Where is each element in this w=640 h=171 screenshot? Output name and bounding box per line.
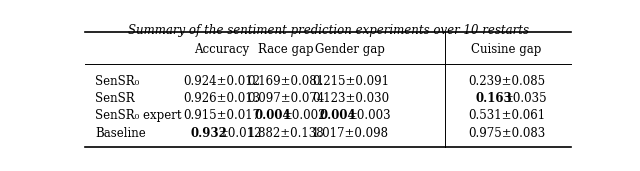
Text: SenSR: SenSR [95, 92, 134, 105]
Text: 1.017±0.098: 1.017±0.098 [312, 127, 389, 140]
Text: 0.924±0.012: 0.924±0.012 [183, 75, 260, 88]
Text: SenSR₀ expert: SenSR₀ expert [95, 109, 181, 122]
Text: SenSR₀: SenSR₀ [95, 75, 139, 88]
Text: Race gap: Race gap [258, 43, 314, 56]
Text: 0.004: 0.004 [255, 109, 291, 122]
Text: ±0.003: ±0.003 [348, 109, 391, 122]
Text: Cuisine gap: Cuisine gap [472, 43, 541, 56]
Text: ±0.002: ±0.002 [283, 109, 326, 122]
Text: Accuracy: Accuracy [194, 43, 249, 56]
Text: 0.097±0.074: 0.097±0.074 [247, 92, 324, 105]
Text: 0.975±0.083: 0.975±0.083 [468, 127, 545, 140]
Text: 0.215±0.091: 0.215±0.091 [312, 75, 389, 88]
Text: Summary of the sentiment prediction experiments over 10 restarts: Summary of the sentiment prediction expe… [127, 24, 529, 37]
Text: Gender gap: Gender gap [316, 43, 385, 56]
Text: Baseline: Baseline [95, 127, 146, 140]
Text: ±0.012: ±0.012 [219, 127, 262, 140]
Text: 0.531±0.061: 0.531±0.061 [468, 109, 545, 122]
Text: 0.926±0.013: 0.926±0.013 [183, 92, 260, 105]
Text: 0.932: 0.932 [190, 127, 227, 140]
Text: 0.915±0.017: 0.915±0.017 [183, 109, 260, 122]
Text: 0.123±0.030: 0.123±0.030 [312, 92, 389, 105]
Text: 0.004: 0.004 [319, 109, 356, 122]
Text: 0.239±0.085: 0.239±0.085 [468, 75, 545, 88]
Text: 0.163: 0.163 [476, 92, 512, 105]
Text: 0.169±0.081: 0.169±0.081 [247, 75, 324, 88]
Text: ±0.035: ±0.035 [504, 92, 548, 105]
Text: 1.882±0.138: 1.882±0.138 [248, 127, 324, 140]
